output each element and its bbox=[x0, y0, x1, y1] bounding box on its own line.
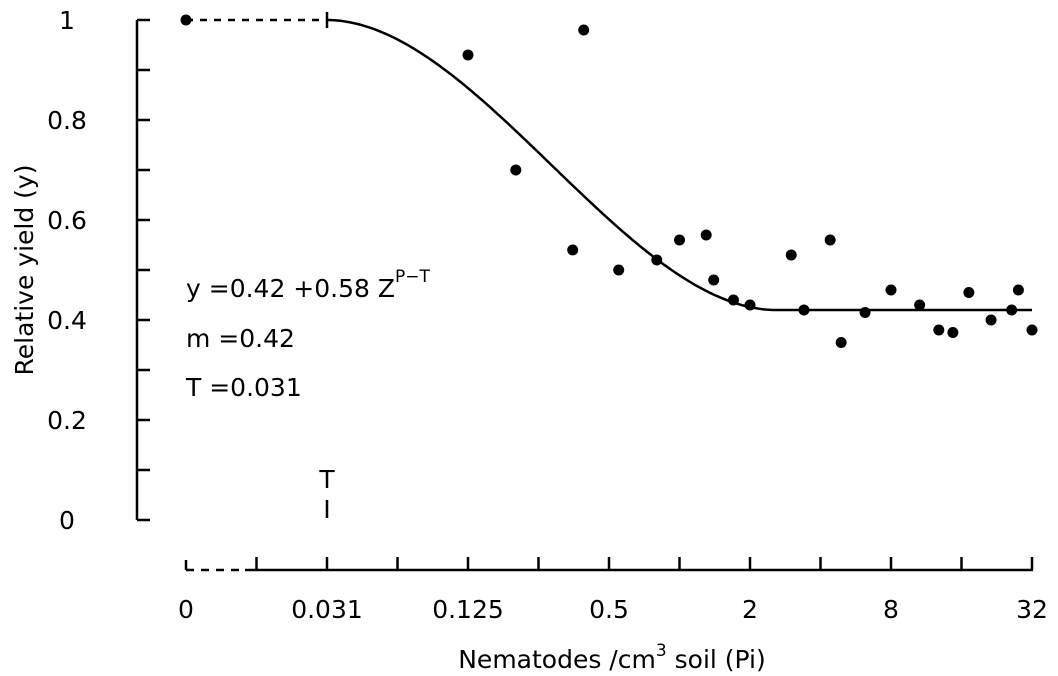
data-point bbox=[835, 337, 847, 348]
x-tick-label: 0 bbox=[178, 595, 194, 624]
data-point bbox=[963, 287, 975, 298]
data-point bbox=[567, 244, 579, 256]
x-tick-label: 2 bbox=[742, 595, 758, 624]
m-annotation: m =0.42 bbox=[186, 324, 295, 353]
data-point bbox=[613, 264, 625, 276]
data-point bbox=[947, 327, 959, 338]
data-point bbox=[859, 307, 871, 318]
data-point bbox=[824, 234, 836, 246]
data-point bbox=[885, 284, 897, 296]
x-tick-label: 8 bbox=[883, 595, 899, 624]
x-tick-label: 32 bbox=[1016, 595, 1048, 624]
data-point bbox=[914, 299, 926, 311]
t-annotation: T =0.031 bbox=[185, 373, 302, 402]
y-tick-label: 0.4 bbox=[47, 306, 87, 335]
data-point bbox=[180, 14, 192, 26]
data-point bbox=[1006, 304, 1018, 316]
data-point bbox=[510, 164, 522, 176]
data-point bbox=[798, 304, 810, 316]
data-points bbox=[180, 14, 1038, 348]
y-ticks: 0 0.2 0.4 0.6 0.8 1 bbox=[47, 6, 150, 535]
equation-text: y =0.42 +0.58 ZP−T bbox=[186, 267, 430, 303]
data-point bbox=[1012, 284, 1024, 296]
data-point bbox=[985, 314, 997, 326]
x-tick-label: 0.125 bbox=[432, 595, 504, 624]
data-point bbox=[651, 254, 663, 266]
x-tick-label: 0.031 bbox=[291, 595, 363, 624]
data-point bbox=[744, 299, 756, 311]
data-point bbox=[674, 234, 685, 246]
x-ticks: 0 0.031 0.125 0.5 2 8 32 bbox=[178, 557, 1048, 624]
x-axis-label: Nematodes /cm3 soil (Pi) bbox=[458, 641, 766, 674]
y-axis-label: Relative yield (y) bbox=[10, 165, 39, 376]
data-point bbox=[727, 294, 739, 306]
data-point bbox=[700, 229, 712, 241]
y-tick-label: 0.8 bbox=[47, 106, 87, 135]
data-point bbox=[785, 249, 797, 261]
y-tick-label: 0 bbox=[59, 506, 75, 535]
data-point bbox=[462, 49, 474, 61]
y-tick-label: 0.2 bbox=[47, 406, 87, 435]
fitted-curve bbox=[326, 18, 1032, 312]
threshold-marker-label: T bbox=[318, 465, 335, 494]
data-point bbox=[578, 24, 590, 36]
data-point bbox=[708, 274, 720, 286]
y-tick-label: 0.6 bbox=[47, 206, 87, 235]
data-point bbox=[1026, 324, 1038, 336]
x-tick-label: 0.5 bbox=[589, 595, 629, 624]
data-point bbox=[933, 324, 945, 336]
y-tick-label: 1 bbox=[59, 6, 75, 35]
